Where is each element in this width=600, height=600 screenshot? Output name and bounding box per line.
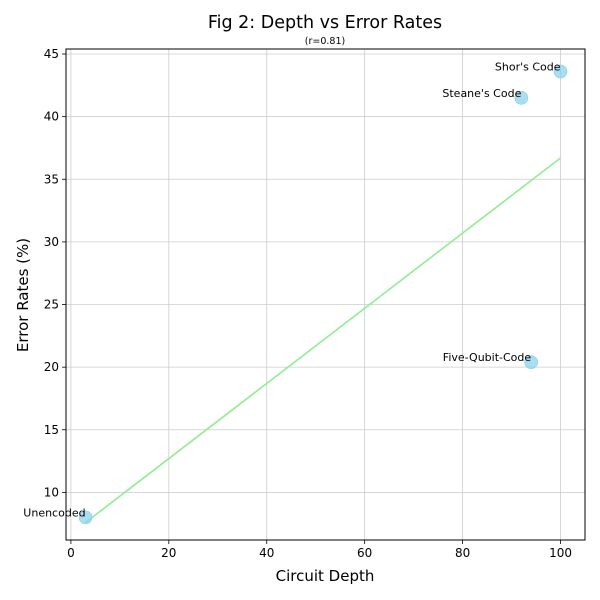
y-tick-label: 30 (44, 235, 59, 249)
data-point (514, 91, 529, 105)
y-axis-ticks: 10 15 20 25 30 35 40 45 (44, 47, 66, 499)
x-tick-label: 100 (549, 546, 572, 560)
trendline (85, 157, 562, 524)
grid (66, 49, 585, 540)
y-tick-label: 20 (44, 360, 59, 374)
x-axis-label: Circuit Depth (276, 567, 375, 585)
y-tick-label: 45 (44, 47, 59, 61)
chart-subtitle: (r=0.81) (305, 36, 345, 47)
data-point (553, 64, 568, 79)
x-tick-label: 20 (161, 546, 176, 560)
y-tick-label: 25 (44, 298, 59, 312)
y-tick-label: 10 (44, 485, 59, 499)
plot-frame (65, 48, 586, 541)
x-tick-label: 60 (357, 546, 372, 560)
point-label: Unencoded (23, 506, 85, 519)
x-tick-label: 40 (259, 546, 274, 560)
x-tick-label: 80 (455, 546, 470, 560)
y-tick-label: 35 (44, 172, 59, 186)
data-point (524, 355, 538, 369)
point-labels-layer: Unencoded Five-Qubit-Code Steane's Code Sho… (23, 61, 560, 520)
x-axis-ticks: 0 20 40 60 80 100 (67, 540, 572, 560)
data-point (78, 510, 93, 525)
point-label: Steane's Code (442, 87, 521, 100)
points-layer (78, 64, 568, 525)
y-tick-label: 15 (44, 423, 59, 437)
chart-title: Fig 2: Depth vs Error Rates (208, 13, 442, 33)
x-tick-label: 0 (67, 546, 75, 560)
y-tick-label: 40 (44, 110, 59, 124)
trendline-layer (85, 157, 562, 524)
point-label: Five-Qubit-Code (443, 351, 532, 364)
y-axis-label: Error Rates (%) (14, 238, 32, 352)
point-label: Shor's Code (495, 61, 561, 74)
